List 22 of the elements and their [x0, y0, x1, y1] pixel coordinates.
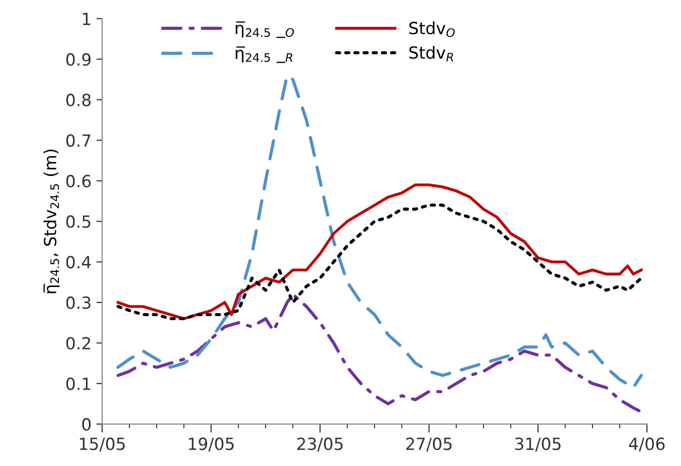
- x-tick-label: 31/05: [515, 438, 561, 452]
- x-tick-label: 15/05: [80, 438, 125, 452]
- y-tick-label: 0: [82, 418, 91, 431]
- legend-label: η̅$_{24.5}$ _$_{O}$: [236, 21, 294, 38]
- x-tick-label: 27/05: [406, 438, 452, 452]
- x-tick-label: 4/06: [629, 438, 665, 452]
- y-tick-label: 0.1: [66, 377, 90, 390]
- y-tick-label: 0.7: [66, 134, 90, 147]
- legend-label: Stdv$_{O}$: [409, 21, 455, 38]
- y-tick-label: 0.3: [66, 296, 90, 310]
- x-tick-label: 23/05: [297, 438, 343, 452]
- y-tick-label: 0.8: [66, 94, 91, 106]
- legend-label: η̅$_{24.5}$ _$_{R}$: [236, 46, 292, 63]
- legend-label: Stdv$_{R}$: [409, 46, 453, 62]
- y-tick-label: 0.9: [66, 53, 91, 66]
- y-tick-label: 0.5: [66, 215, 90, 228]
- x-tick-label: 19/05: [188, 438, 234, 452]
- y-tick-label: 0.6: [66, 174, 91, 188]
- y-tick-label: 0.4: [66, 256, 91, 268]
- y-tick-label: 1: [82, 12, 90, 25]
- y-tick-label: 0.2: [66, 336, 90, 350]
- y-axis-title: η̅$_{24.5}$, Stdv$_{24.5}$ (m): [44, 150, 60, 294]
